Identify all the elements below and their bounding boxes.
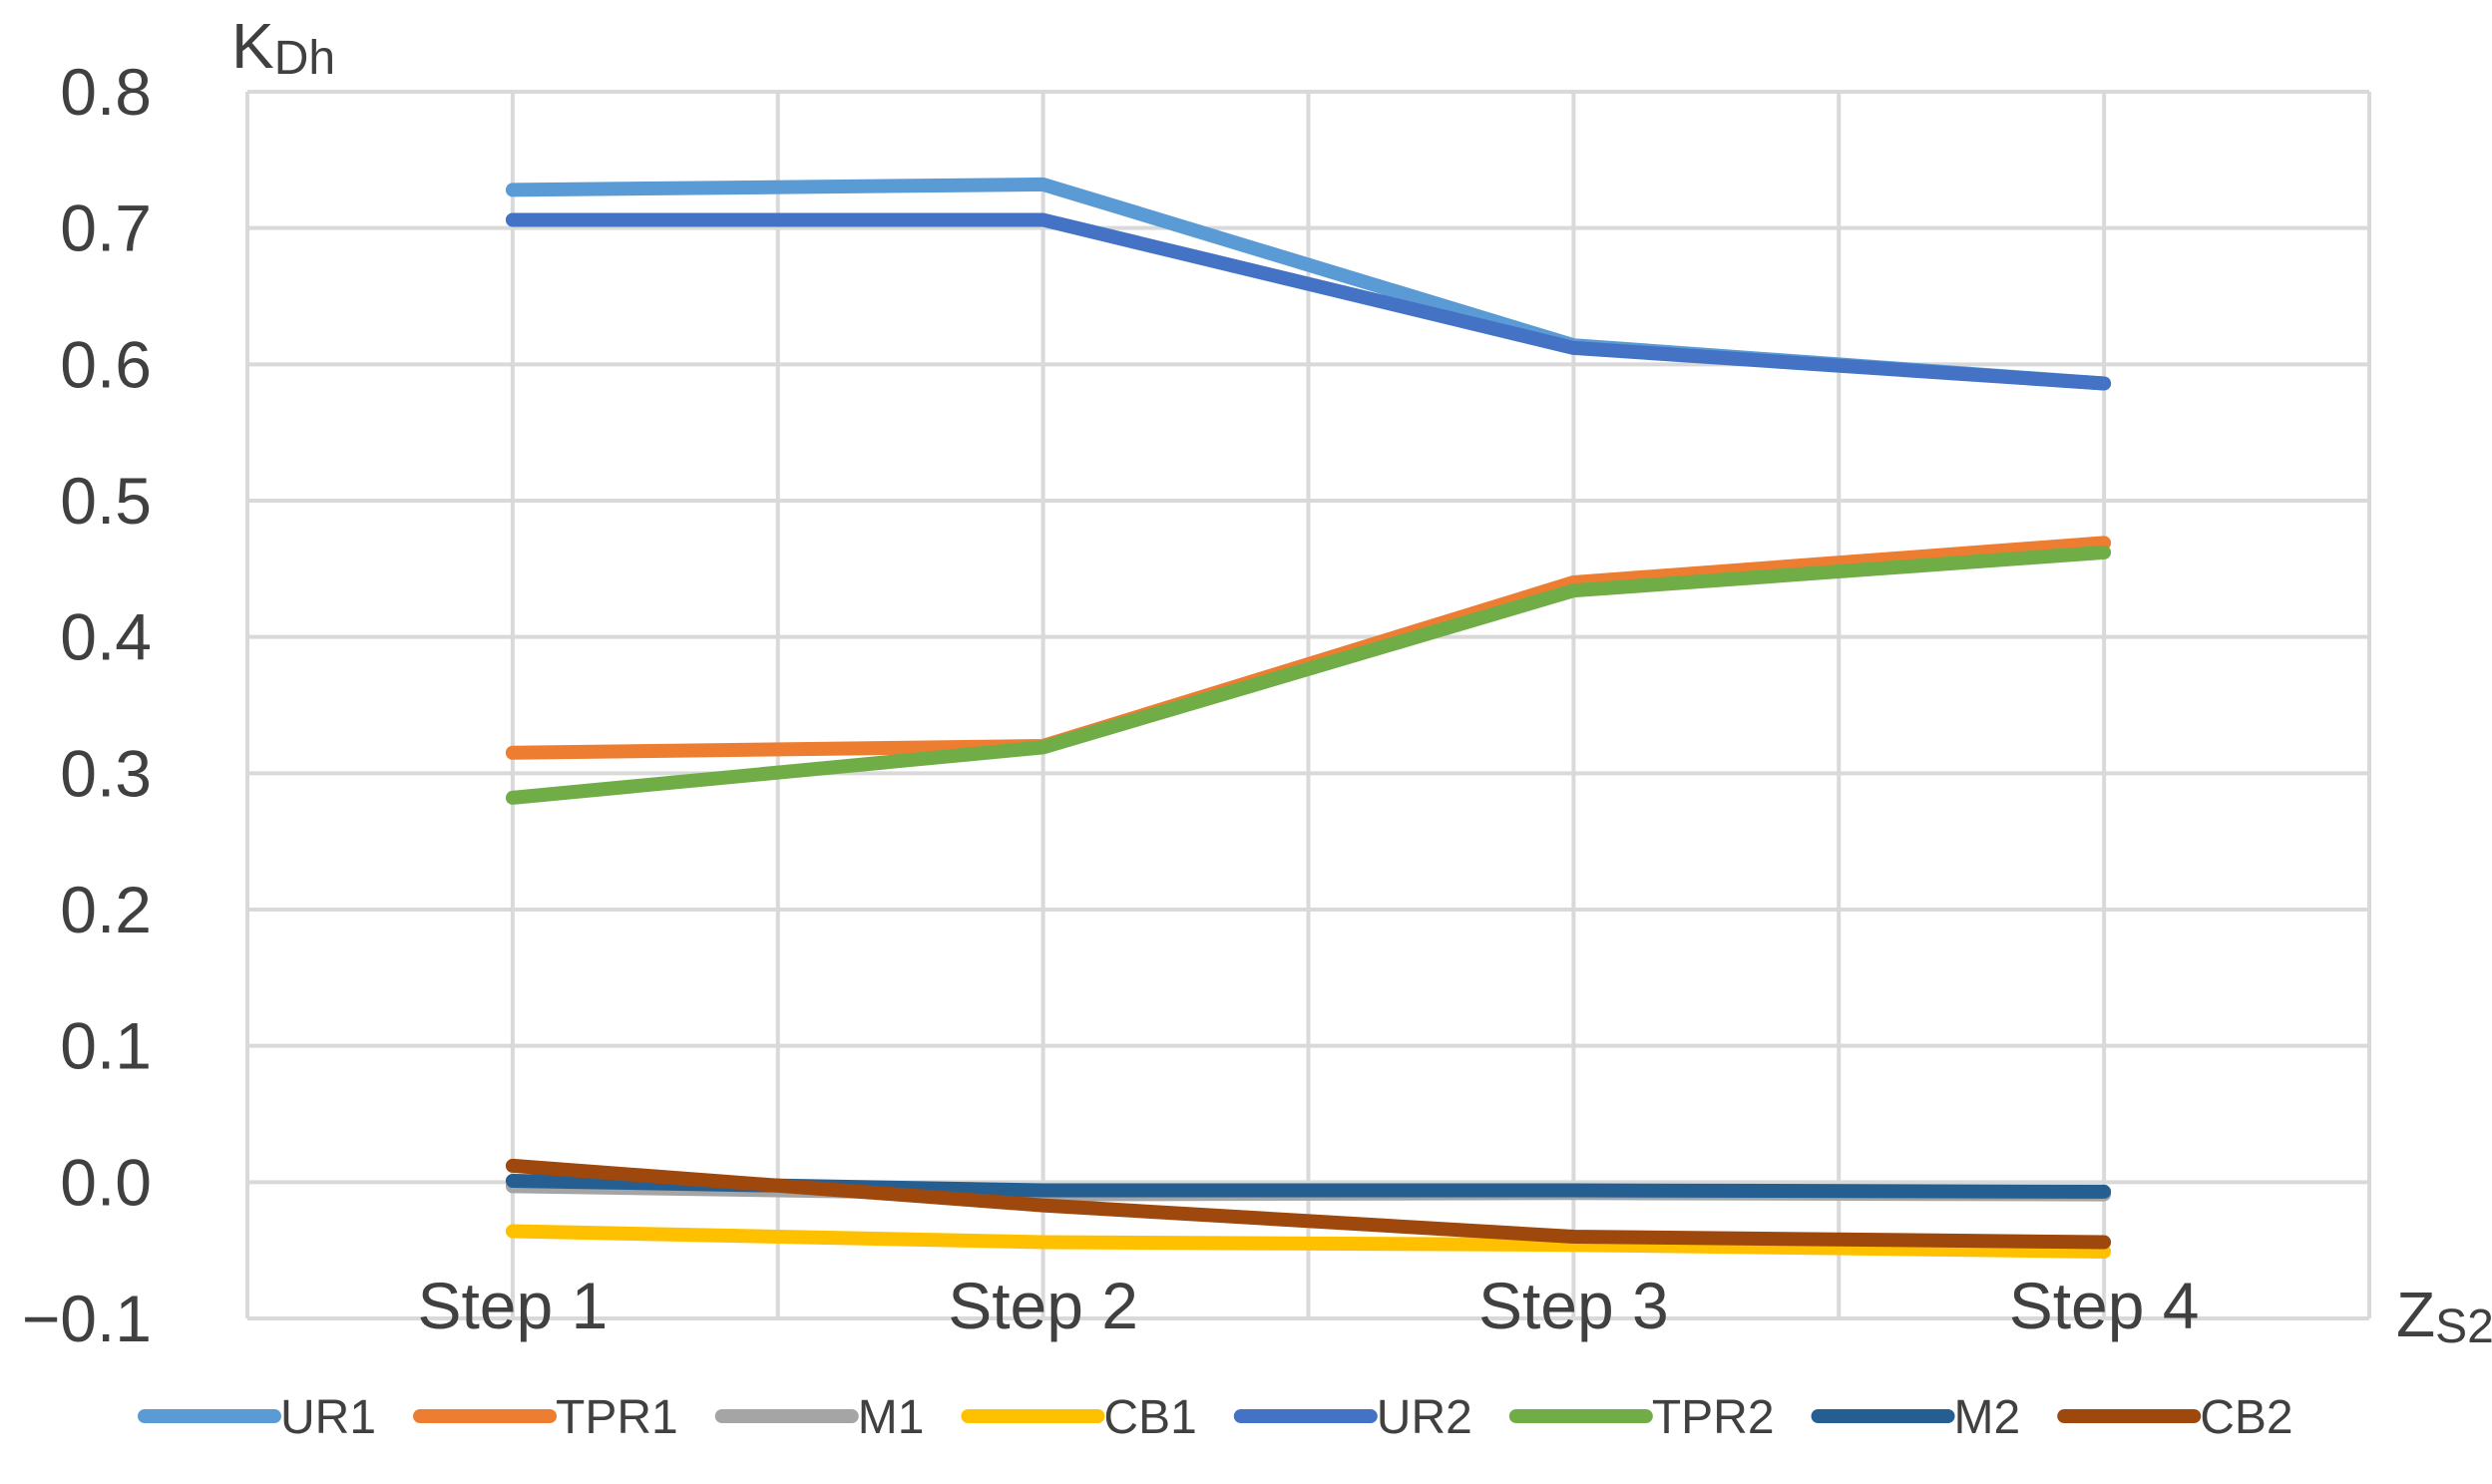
x-tick-label: Step 4 bbox=[2009, 1269, 2200, 1342]
y-axis-title-sub: Dh bbox=[274, 32, 335, 85]
legend-label: CB1 bbox=[1103, 1391, 1196, 1444]
x-tick-label: Step 1 bbox=[417, 1269, 608, 1342]
legend-label: CB2 bbox=[2200, 1391, 2292, 1444]
legend-label: UR2 bbox=[1377, 1391, 1472, 1444]
legend-item-tpr2: TPR2 bbox=[1508, 1391, 1775, 1444]
series-line-tpr2 bbox=[505, 545, 2112, 805]
legend-label: M2 bbox=[1954, 1391, 2021, 1444]
legend-label: TPR1 bbox=[556, 1391, 678, 1444]
legend-item-cb1: CB1 bbox=[961, 1391, 1197, 1444]
legend-item-cb2: CB2 bbox=[2057, 1391, 2293, 1444]
axes: 0.8 0.7 0.6 0.5 0.4 0.3 0.2 0.1 0.0 −0.1 Step 1 Ste… bbox=[22, 10, 2492, 1355]
x-axis-title-sub: S2 bbox=[2435, 1300, 2492, 1353]
x-axis-title-main: Z bbox=[2396, 1279, 2435, 1350]
y-tick-label: 0.2 bbox=[60, 873, 152, 946]
y-tick-label: 0.5 bbox=[60, 464, 152, 538]
grid bbox=[245, 90, 2371, 1320]
legend-label: UR1 bbox=[280, 1391, 376, 1444]
series-lines bbox=[505, 177, 2112, 1259]
y-tick-label: 0.0 bbox=[60, 1145, 152, 1219]
series-line-cb2 bbox=[505, 1158, 2112, 1250]
y-tick-label: 0.7 bbox=[60, 191, 152, 265]
legend-label: TPR2 bbox=[1652, 1391, 1775, 1444]
legend-item-ur1: UR1 bbox=[138, 1391, 376, 1444]
legend: UR1 TPR1 M1 CB1 UR2 TPR2 M2 CB2 bbox=[138, 1391, 2293, 1444]
y-tick-label: 0.4 bbox=[60, 600, 152, 674]
y-axis-title: KDh bbox=[231, 10, 335, 85]
legend-item-m2: M2 bbox=[1811, 1391, 2021, 1444]
x-tick-label: Step 3 bbox=[1478, 1269, 1669, 1342]
series-line-ur2 bbox=[505, 212, 2112, 391]
x-axis-title: ZS2 bbox=[2396, 1279, 2492, 1353]
legend-item-m1: M1 bbox=[714, 1391, 925, 1444]
legend-item-ur2: UR2 bbox=[1233, 1391, 1472, 1444]
y-tick-label: 0.1 bbox=[60, 1009, 152, 1083]
y-axis-title-main: K bbox=[231, 10, 274, 82]
x-tick-label: Step 2 bbox=[948, 1269, 1138, 1342]
y-tick-label: 0.6 bbox=[60, 327, 152, 401]
y-tick-label: −0.1 bbox=[22, 1282, 152, 1355]
legend-label: M1 bbox=[858, 1391, 925, 1444]
y-tick-label: 0.8 bbox=[60, 55, 152, 129]
series-line-cb1 bbox=[505, 1224, 2112, 1259]
y-tick-label: 0.3 bbox=[60, 736, 152, 810]
legend-item-tpr1: TPR1 bbox=[413, 1391, 678, 1444]
